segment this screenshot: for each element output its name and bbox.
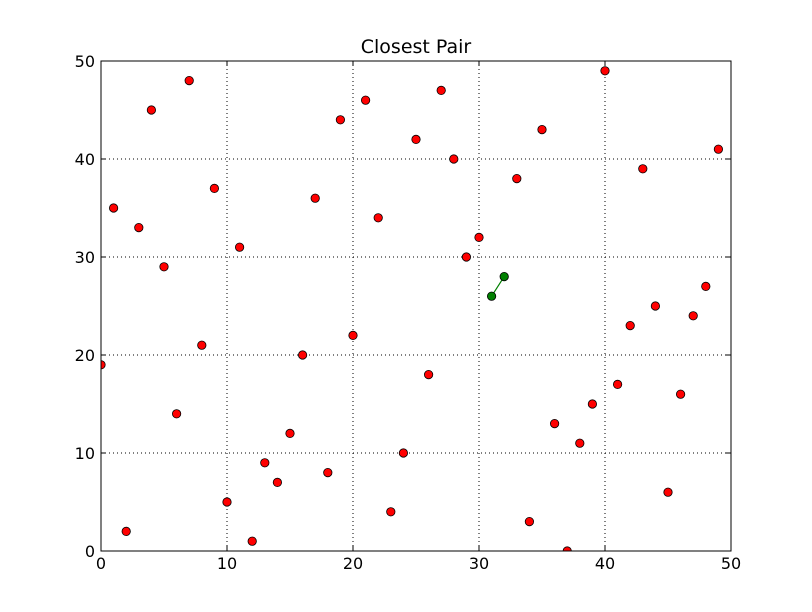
data-point bbox=[386, 507, 396, 517]
data-point bbox=[600, 66, 610, 76]
data-point bbox=[159, 262, 169, 272]
data-point bbox=[625, 320, 635, 331]
data-point bbox=[335, 115, 345, 125]
data-point bbox=[423, 369, 434, 380]
data-point bbox=[272, 477, 282, 487]
data-point bbox=[184, 76, 194, 86]
data-point bbox=[650, 301, 661, 311]
data-point bbox=[701, 281, 711, 291]
data-point bbox=[461, 252, 471, 262]
chart-title: Closest Pair bbox=[361, 36, 472, 58]
data-point bbox=[537, 125, 547, 135]
data-point bbox=[524, 516, 535, 527]
data-point bbox=[411, 134, 421, 144]
data-point bbox=[373, 213, 383, 223]
data-point bbox=[348, 330, 358, 340]
data-point bbox=[398, 448, 408, 458]
closest-pair-point bbox=[486, 291, 497, 301]
y-tick-label: 40 bbox=[75, 150, 95, 169]
data-series bbox=[101, 66, 724, 551]
y-tick-label: 0 bbox=[85, 542, 95, 561]
data-point bbox=[638, 164, 648, 174]
x-tick-label: 0 bbox=[96, 554, 106, 573]
data-point bbox=[121, 526, 131, 537]
data-point bbox=[663, 487, 673, 497]
x-tick-label: 10 bbox=[217, 554, 237, 573]
data-point bbox=[587, 399, 598, 409]
data-point bbox=[146, 105, 156, 115]
data-point bbox=[512, 174, 522, 184]
y-tick-label: 10 bbox=[75, 444, 95, 463]
data-point bbox=[474, 232, 484, 242]
plot-frame bbox=[100, 60, 732, 552]
data-point bbox=[688, 311, 698, 321]
data-point bbox=[449, 154, 459, 164]
data-point bbox=[222, 497, 232, 507]
data-point bbox=[575, 438, 585, 448]
data-point bbox=[713, 144, 724, 154]
data-point bbox=[260, 458, 270, 468]
data-point bbox=[360, 95, 371, 105]
y-tick-label: 20 bbox=[75, 346, 95, 365]
y-tick-label: 50 bbox=[75, 52, 95, 71]
x-tick-label: 40 bbox=[595, 554, 615, 573]
y-tick-label: 30 bbox=[75, 248, 95, 267]
data-point bbox=[134, 223, 144, 233]
closest-pair-point bbox=[499, 271, 509, 282]
axis-ticks: 0 10 20 30 40 50 0 10 20 30 40 50 bbox=[75, 52, 742, 573]
data-point bbox=[109, 203, 119, 213]
data-point bbox=[675, 389, 686, 399]
data-point bbox=[247, 536, 257, 546]
grid-lines bbox=[101, 61, 731, 551]
data-point bbox=[172, 409, 182, 419]
data-point bbox=[235, 242, 245, 252]
data-point bbox=[209, 183, 219, 193]
data-point bbox=[310, 193, 320, 203]
x-tick-label: 30 bbox=[469, 554, 489, 573]
data-point bbox=[197, 340, 207, 350]
data-point bbox=[549, 418, 560, 429]
data-point bbox=[612, 379, 623, 389]
x-tick-label: 20 bbox=[343, 554, 363, 573]
data-point bbox=[436, 85, 446, 96]
data-point bbox=[323, 467, 333, 478]
x-tick-label: 50 bbox=[721, 554, 741, 573]
data-point bbox=[285, 428, 295, 438]
data-point bbox=[297, 350, 308, 360]
